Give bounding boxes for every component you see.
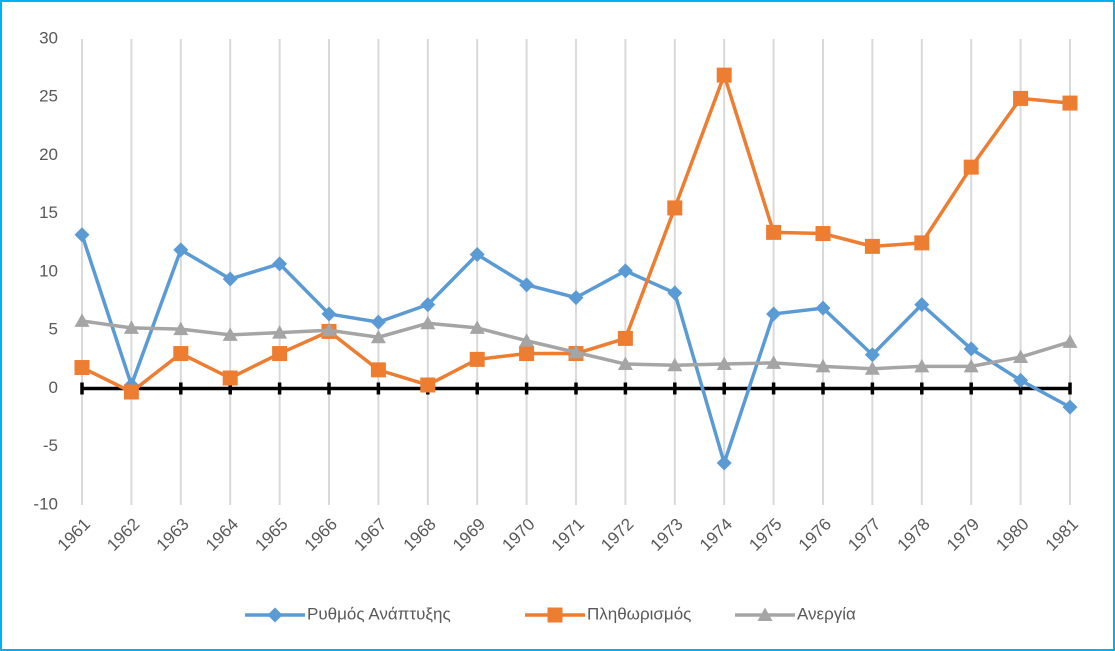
y-tick-label: 20	[39, 145, 58, 164]
marker	[469, 247, 485, 263]
marker	[272, 346, 288, 362]
marker	[617, 263, 633, 279]
y-tick-label: 25	[39, 87, 58, 106]
marker	[716, 356, 732, 371]
marker	[766, 224, 782, 240]
y-tick-label: 30	[39, 28, 58, 47]
marker	[272, 256, 288, 272]
marker	[617, 356, 633, 371]
marker	[864, 238, 880, 254]
legend-label: Ρυθμός Ανάπτυξης	[307, 604, 451, 623]
marker	[766, 306, 782, 322]
marker	[864, 347, 880, 363]
marker	[222, 370, 238, 386]
y-tick-label: -10	[33, 494, 58, 513]
marker	[321, 322, 337, 337]
marker	[963, 159, 979, 175]
marker	[1013, 90, 1029, 106]
marker	[568, 290, 584, 306]
y-tick-label: 10	[39, 261, 58, 280]
marker	[519, 346, 535, 362]
marker	[617, 330, 633, 346]
series	[74, 227, 1078, 471]
marker	[864, 361, 880, 375]
marker	[370, 314, 386, 330]
marker	[74, 313, 90, 327]
marker	[420, 315, 436, 330]
marker	[173, 242, 189, 258]
marker	[1062, 399, 1078, 415]
marker	[272, 325, 288, 339]
marker	[519, 277, 535, 293]
legend-label: Πληθωρισμός	[587, 604, 691, 623]
marker	[914, 235, 930, 251]
marker	[716, 455, 732, 471]
marker	[547, 607, 563, 623]
marker	[173, 346, 189, 362]
marker	[519, 333, 535, 347]
marker	[716, 67, 732, 83]
marker	[123, 384, 139, 400]
marker	[757, 607, 773, 621]
marker	[1013, 372, 1029, 388]
marker	[1013, 349, 1029, 364]
y-tick-label: -5	[43, 436, 58, 455]
series	[74, 313, 1078, 375]
legend-label: Ανεργία	[797, 604, 856, 623]
marker	[267, 607, 283, 623]
marker	[321, 306, 337, 322]
marker	[963, 358, 979, 373]
marker	[815, 358, 831, 373]
marker	[173, 321, 189, 336]
marker	[74, 227, 90, 243]
marker	[568, 344, 584, 359]
marker	[420, 297, 436, 313]
marker	[222, 271, 238, 287]
marker	[469, 320, 485, 334]
y-tick-label: 5	[49, 320, 58, 339]
marker	[815, 300, 831, 316]
marker	[469, 351, 485, 367]
marker	[914, 358, 930, 373]
marker	[74, 360, 90, 376]
marker	[815, 226, 831, 242]
marker	[667, 357, 683, 372]
y-tick-label: 15	[39, 203, 58, 222]
marker	[1062, 95, 1078, 111]
marker	[766, 355, 782, 369]
marker	[222, 327, 238, 341]
marker	[420, 377, 436, 393]
marker	[914, 297, 930, 313]
marker	[370, 362, 386, 378]
marker	[123, 320, 139, 334]
y-tick-label: 0	[49, 378, 58, 397]
marker	[667, 200, 683, 216]
marker	[1062, 334, 1078, 348]
marker	[667, 285, 683, 301]
marker	[370, 329, 386, 344]
marker	[963, 341, 979, 357]
